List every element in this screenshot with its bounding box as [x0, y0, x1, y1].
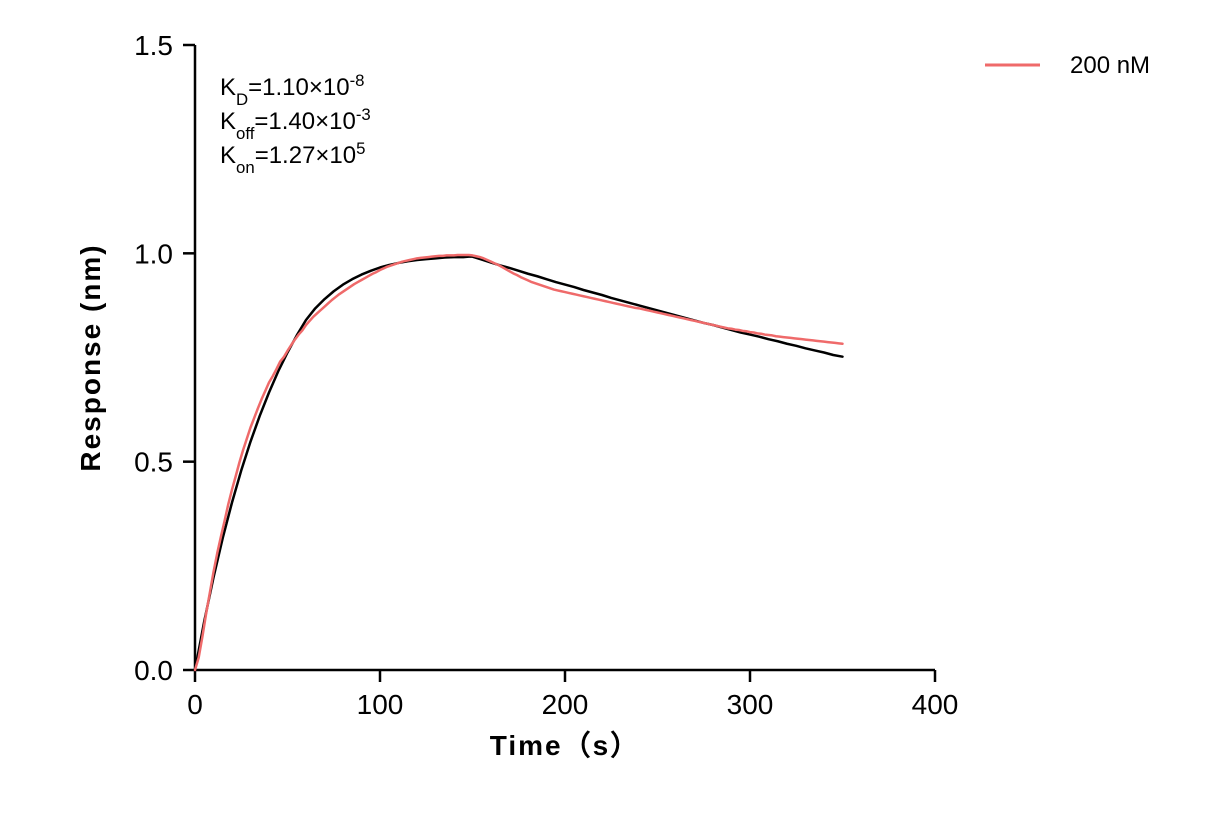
y-tick-label: 1.5	[134, 30, 173, 61]
legend-label: 200 nM	[1070, 52, 1150, 79]
binding-kinetics-chart: 0 100 200 300 400 0.0 0.5 1.0 1.5 Time（s） Response…	[0, 0, 1212, 825]
x-tick-label: 300	[727, 689, 774, 720]
chart-svg: 0 100 200 300 400 0.0 0.5 1.0 1.5 Time（s） Response…	[0, 0, 1212, 825]
x-tick-label: 200	[542, 689, 589, 720]
x-tick-label: 400	[912, 689, 959, 720]
x-tick-label: 0	[187, 689, 203, 720]
y-tick-label: 1.0	[134, 238, 173, 269]
y-tick-label: 0.0	[134, 655, 173, 686]
y-axis-label: Response (nm)	[75, 243, 106, 471]
x-tick-label: 100	[357, 689, 404, 720]
y-tick-label: 0.5	[134, 447, 173, 478]
x-axis-label: Time（s）	[490, 729, 640, 761]
